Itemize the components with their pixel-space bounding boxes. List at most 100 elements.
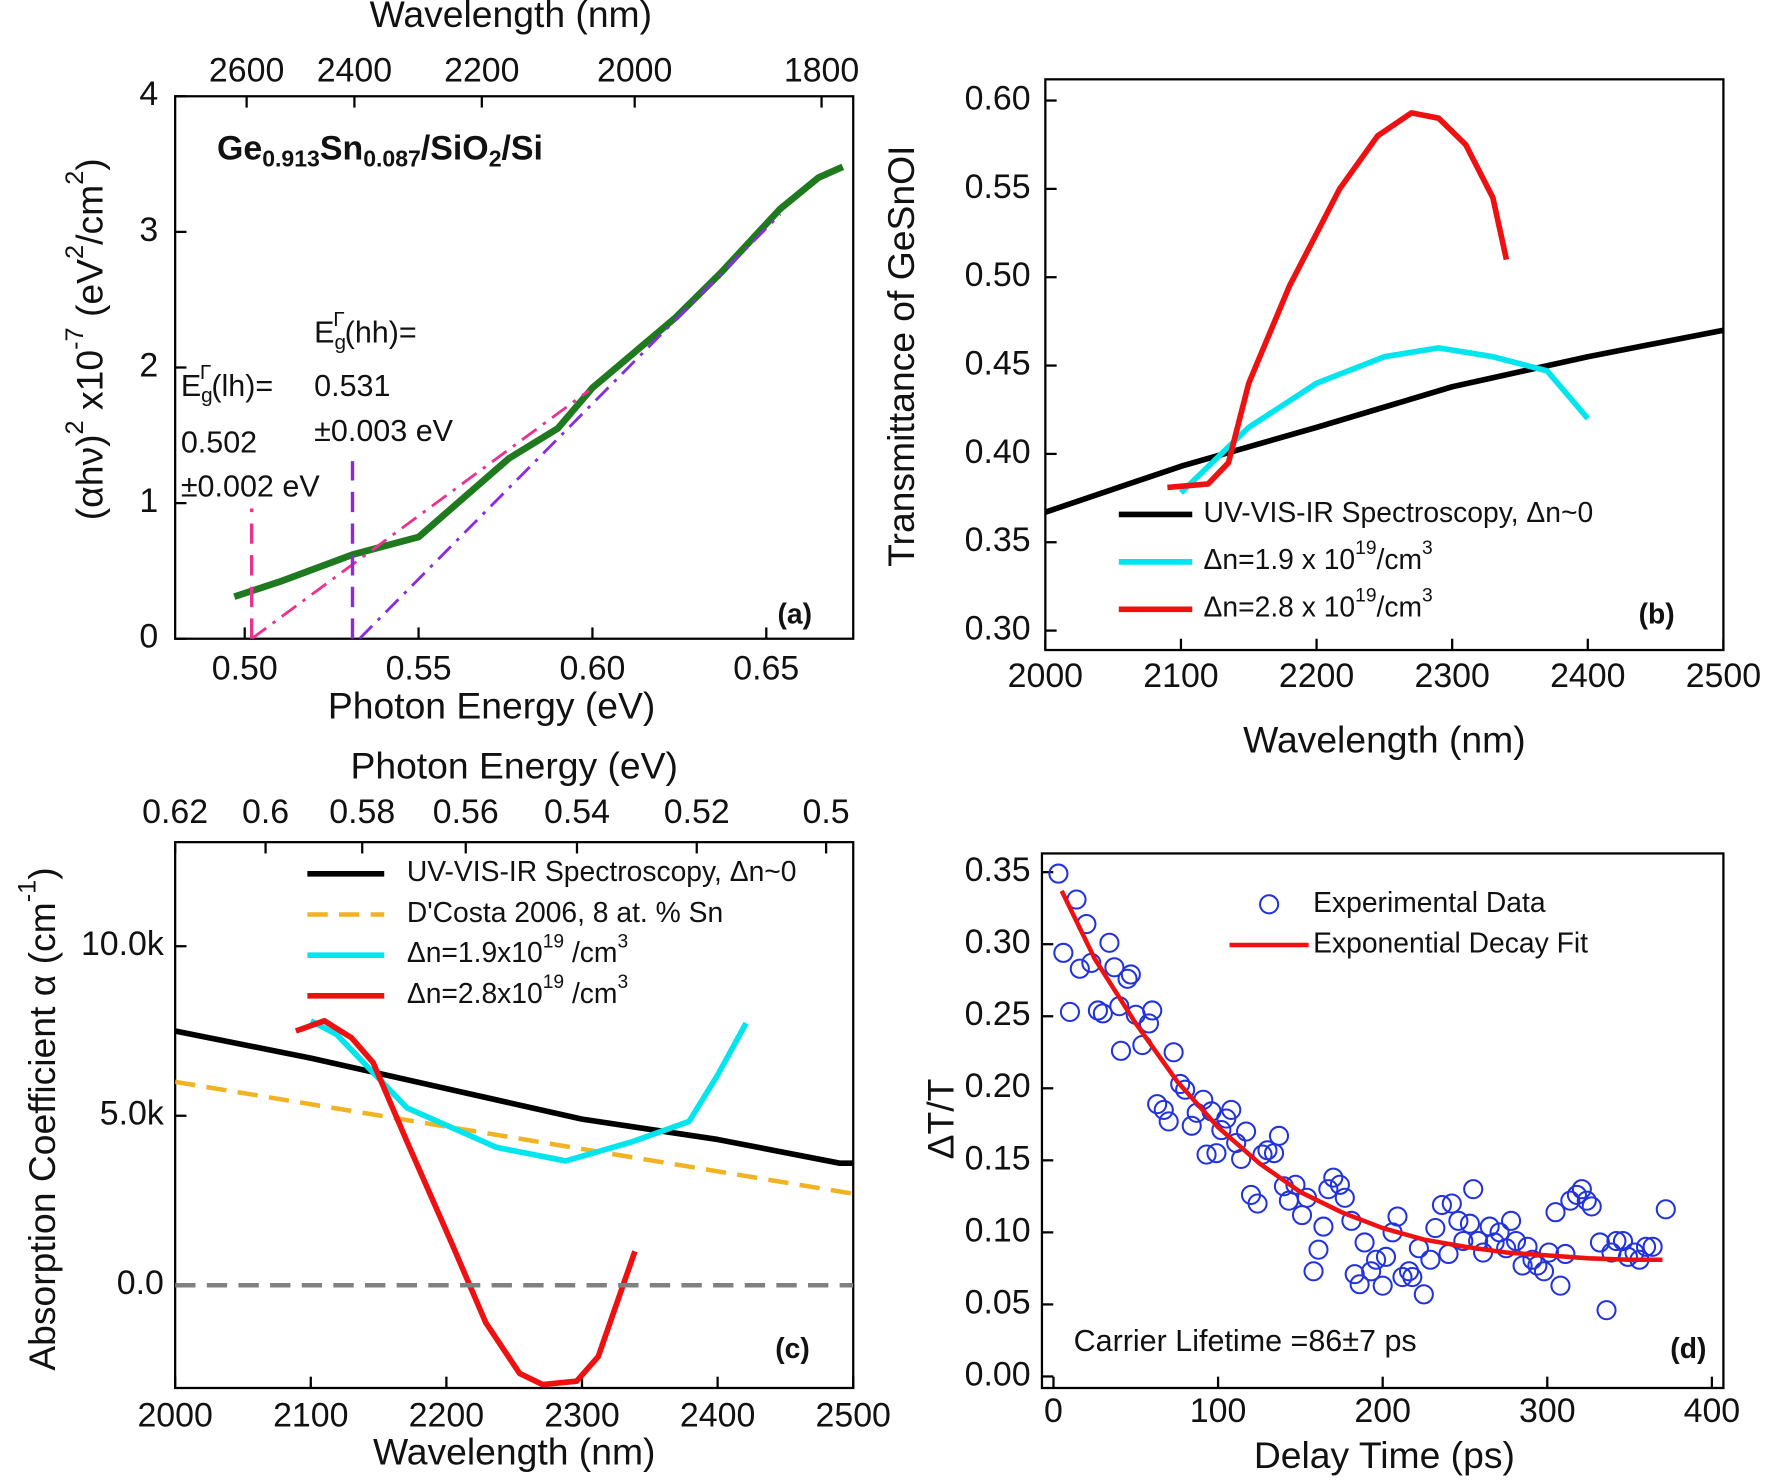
y-tick-label: 0.55 xyxy=(965,168,1031,206)
data-point xyxy=(1196,1144,1217,1165)
y-tick-label: 0.00 xyxy=(965,1355,1031,1393)
y-tick-label: 0.0 xyxy=(117,1264,164,1302)
text-part: /Si xyxy=(502,129,543,167)
x-tick-label: 0.50 xyxy=(212,649,278,687)
series-line xyxy=(1178,345,1590,495)
text-part: Δn=1.9x10 xyxy=(407,937,543,969)
legend-label: UV-VIS-IR Spectroscopy, Δn~0 xyxy=(407,855,797,887)
text-part: Ge xyxy=(217,129,262,167)
text-part: 3 xyxy=(1422,538,1433,559)
text-part: E xyxy=(181,369,201,403)
series-line xyxy=(309,1018,749,1164)
y-tick-label: 0.25 xyxy=(965,995,1031,1033)
x-tick-label: 0.65 xyxy=(733,649,799,687)
x2-tick-label: 2200 xyxy=(444,51,519,89)
plot-frame xyxy=(174,841,855,1390)
data-point xyxy=(1448,1210,1469,1231)
x2-tick-label: 0.52 xyxy=(664,793,730,831)
data-point xyxy=(1545,1202,1566,1223)
series-line xyxy=(175,1079,854,1196)
y-tick-label: 0.10 xyxy=(965,1211,1031,1249)
plot-frame xyxy=(174,95,855,640)
data-point xyxy=(1550,1275,1571,1296)
x-tick-label: 400 xyxy=(1684,1392,1741,1430)
data-point xyxy=(1387,1206,1408,1227)
text-part: (lh)= xyxy=(211,369,273,403)
y-tick-label: 4 xyxy=(139,75,158,113)
text-part: 19 xyxy=(1355,538,1376,559)
x-tick-label: 300 xyxy=(1519,1392,1576,1430)
data-point xyxy=(1110,1040,1132,1061)
data-point xyxy=(1087,1000,1108,1021)
legend-label: Exponential Decay Fit xyxy=(1313,926,1588,958)
data-point xyxy=(1163,1042,1184,1063)
data-point xyxy=(1501,1210,1522,1231)
data-point xyxy=(1104,957,1125,978)
series-line xyxy=(250,389,590,639)
x-tick-label: 2100 xyxy=(273,1396,348,1434)
text-part: /cm xyxy=(69,185,111,245)
x-tick-label: 100 xyxy=(1190,1392,1247,1430)
x2-tick-label: 0.5 xyxy=(803,793,850,831)
y-tick-label: 0.35 xyxy=(965,521,1031,559)
data-point xyxy=(1354,1232,1375,1253)
data-point xyxy=(1366,1249,1387,1270)
legend-label: Δn=1.9 x 1019/cm3 xyxy=(1204,538,1433,575)
text-part: 19 xyxy=(1355,586,1376,607)
text-part: ) xyxy=(69,158,111,170)
annotation: (b) xyxy=(1639,598,1675,630)
x-axis-title: Wavelength (nm) xyxy=(373,1431,655,1473)
data-point xyxy=(1158,1111,1179,1132)
data-point xyxy=(1308,1239,1329,1260)
data-point xyxy=(1505,1230,1527,1252)
legend-label: UV-VIS-IR Spectroscopy, Δn~0 xyxy=(1204,496,1594,528)
data-point xyxy=(1303,1261,1324,1282)
legend-label: Experimental Data xyxy=(1313,886,1546,918)
x-tick-label: 2300 xyxy=(1414,657,1489,695)
data-point xyxy=(1538,1242,1559,1263)
x-tick-label: 2000 xyxy=(137,1396,212,1434)
annotation: Ge0.913Sn0.087/SiO2/Si xyxy=(217,129,543,171)
x-axis-title: Wavelength (nm) xyxy=(1243,719,1525,761)
data-point xyxy=(1329,1174,1350,1195)
text-part: 19 xyxy=(543,932,564,953)
x-tick-label: 0.55 xyxy=(386,649,452,687)
x2-axis-title: Photon Energy (eV) xyxy=(350,745,677,787)
text-part: E xyxy=(314,316,334,350)
data-point xyxy=(1566,1184,1587,1205)
data-point xyxy=(1053,942,1074,963)
text-part: /cm xyxy=(564,977,617,1009)
data-point xyxy=(1263,1143,1285,1164)
text-part: 0.913 xyxy=(262,146,320,172)
text-part: g xyxy=(201,384,213,407)
data-point xyxy=(1441,1193,1462,1214)
data-point xyxy=(1334,1187,1355,1208)
text-part: ) xyxy=(21,867,63,879)
x-tick-label: 0 xyxy=(1044,1392,1063,1430)
y-tick-label: 1 xyxy=(139,482,158,520)
y-tick-label: 2 xyxy=(139,346,158,384)
y-tick-label: 0.30 xyxy=(965,923,1031,961)
y-tick-label: 0.45 xyxy=(965,345,1031,383)
y-axis-title: Transmittance of GeSnOI xyxy=(880,146,922,567)
data-point xyxy=(1117,968,1138,989)
x-tick-label: 2400 xyxy=(680,1396,755,1434)
series-line xyxy=(233,163,845,600)
text-part: Absorption Coefficient α (cm xyxy=(21,902,63,1370)
legend-label: Δn=2.8 x 1019/cm3 xyxy=(1204,586,1433,623)
x-tick-label: 2100 xyxy=(1143,657,1218,695)
annotation: 0.502 xyxy=(181,425,257,459)
data-point xyxy=(1313,1216,1334,1237)
x-tick-label: 2400 xyxy=(1550,657,1625,695)
data-point xyxy=(1375,1246,1397,1267)
data-point xyxy=(1268,1125,1290,1146)
text-part: 3 xyxy=(617,972,628,993)
y-tick-label: 0.05 xyxy=(965,1283,1031,1321)
y-tick-label: 0 xyxy=(139,618,158,656)
data-point xyxy=(1533,1261,1555,1282)
data-point xyxy=(1323,1167,1344,1188)
y-tick-label: 0.30 xyxy=(965,610,1031,648)
data-point xyxy=(1142,1000,1163,1021)
text-part: 3 xyxy=(1422,586,1433,607)
